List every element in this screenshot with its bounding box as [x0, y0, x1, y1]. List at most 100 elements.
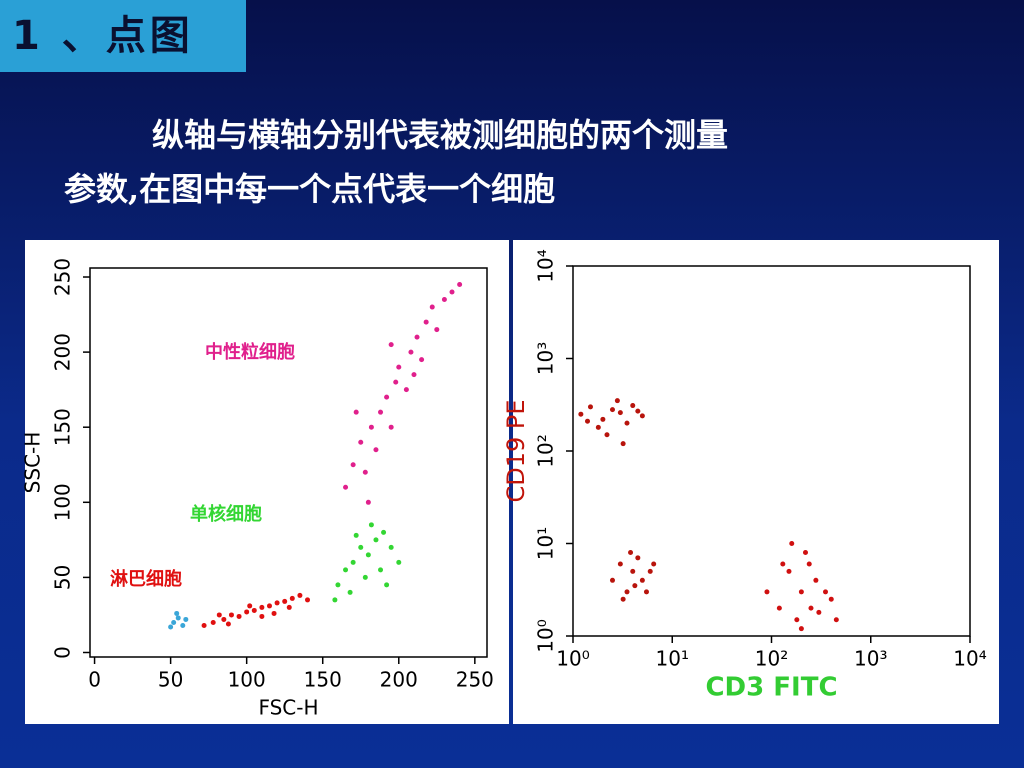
cell-dot — [620, 596, 626, 602]
cell-dot — [628, 549, 634, 555]
cell-dot — [174, 610, 180, 616]
cell-dot — [289, 595, 295, 601]
cell-dot — [786, 568, 792, 574]
cell-dot — [411, 372, 417, 378]
cell-dot — [794, 617, 800, 623]
cell-dot — [384, 394, 390, 400]
cell-dot — [647, 568, 653, 574]
cell-dot — [221, 616, 227, 622]
cell-dot — [210, 619, 216, 625]
cell-dot — [368, 522, 374, 528]
cell-dot — [350, 559, 356, 565]
cell-dot — [247, 603, 253, 609]
y-tick-label: 10¹ — [534, 527, 558, 560]
slide-title: 1 、点图 — [0, 0, 246, 72]
cell-dot — [414, 334, 420, 340]
cell-dot — [639, 413, 645, 419]
cell-dot — [358, 544, 364, 550]
cell-dot — [798, 626, 804, 632]
cell-dot — [236, 613, 242, 619]
cell-dot — [180, 622, 186, 628]
cell-dot — [419, 357, 425, 363]
cell-dot — [617, 410, 623, 416]
cell-dot — [780, 561, 786, 567]
cell-dot — [362, 574, 368, 580]
panel — [25, 240, 509, 724]
x-tick-label: 50 — [158, 668, 183, 692]
cell-dot — [408, 349, 414, 355]
cell-dot — [384, 582, 390, 588]
x-tick-label: 10⁴ — [953, 647, 986, 671]
y-tick-label: 10³ — [534, 342, 558, 375]
cell-dot — [244, 609, 250, 615]
cell-dot — [388, 544, 394, 550]
y-tick-label: 10² — [534, 434, 558, 467]
cell-dot — [216, 612, 222, 618]
y-tick-label: 200 — [51, 333, 75, 371]
cell-dot — [365, 552, 371, 558]
plot-frame — [89, 267, 488, 658]
cell-dot — [587, 404, 593, 410]
cell-dot — [266, 603, 272, 609]
y-tick-label: 100 — [51, 483, 75, 521]
cell-dot — [343, 484, 349, 490]
cell-dot — [381, 529, 387, 535]
cell-dot — [789, 541, 795, 546]
x-tick-label: 10³ — [854, 647, 887, 671]
cell-dot — [388, 342, 394, 348]
x-tick-label: 0 — [88, 668, 101, 692]
cell-dot — [297, 592, 303, 598]
cell-dot — [362, 469, 368, 475]
cell-dot — [600, 416, 606, 422]
cell-dot — [175, 615, 181, 621]
y-axis-label: CD19 PE — [502, 399, 530, 502]
cell-dot — [373, 537, 379, 543]
cell-dot — [828, 596, 834, 602]
cell-dot — [353, 409, 359, 415]
cell-dot — [378, 409, 384, 415]
x-tick-label: 10¹ — [656, 647, 689, 671]
cell-dot — [578, 411, 584, 417]
cell-dot — [806, 561, 812, 567]
x-tick-label: 100 — [228, 668, 266, 692]
cell-dot — [259, 613, 265, 619]
population-label: 淋巴细胞 — [110, 568, 182, 590]
population-label: 单核细胞 — [190, 503, 262, 525]
cell-dot — [378, 567, 384, 573]
cell-dot — [639, 577, 645, 583]
cell-dot — [168, 624, 174, 630]
y-tick-label: 10⁰ — [534, 619, 558, 652]
cell-dot — [350, 462, 356, 468]
y-tick-label: 250 — [51, 258, 75, 296]
cell-dot — [614, 398, 620, 404]
cell-dot — [776, 605, 782, 611]
cell-dot — [286, 604, 292, 610]
cell-dot — [833, 617, 839, 623]
cell-dot — [423, 319, 429, 325]
x-tick-label: 200 — [380, 668, 418, 692]
cell-dot — [822, 589, 828, 595]
x-axis-label: FSC-H — [258, 696, 318, 720]
cell-dot — [595, 424, 601, 430]
y-axis-label: SSC-H — [21, 432, 45, 494]
cell-dot — [764, 589, 770, 595]
cell-dot — [365, 499, 371, 505]
cell-dot — [609, 407, 615, 413]
cell-dot — [635, 555, 641, 561]
cell-dot — [305, 597, 311, 603]
population-label: 中性粒细胞 — [205, 341, 295, 363]
cell-dot — [798, 589, 804, 595]
cell-dot — [393, 379, 399, 385]
cell-dot — [630, 403, 636, 409]
x-axis-label: CD3 FITC — [705, 673, 837, 703]
cell-dot — [802, 549, 808, 555]
body-line: 参数,在图中每一个点代表一个细胞 — [64, 170, 556, 208]
cell-dot — [358, 439, 364, 445]
cell-dot — [441, 297, 447, 303]
cell-dot — [403, 387, 409, 393]
cell-dot — [604, 432, 610, 438]
x-tick-label: 10⁰ — [556, 647, 589, 671]
cell-dot — [449, 289, 455, 295]
